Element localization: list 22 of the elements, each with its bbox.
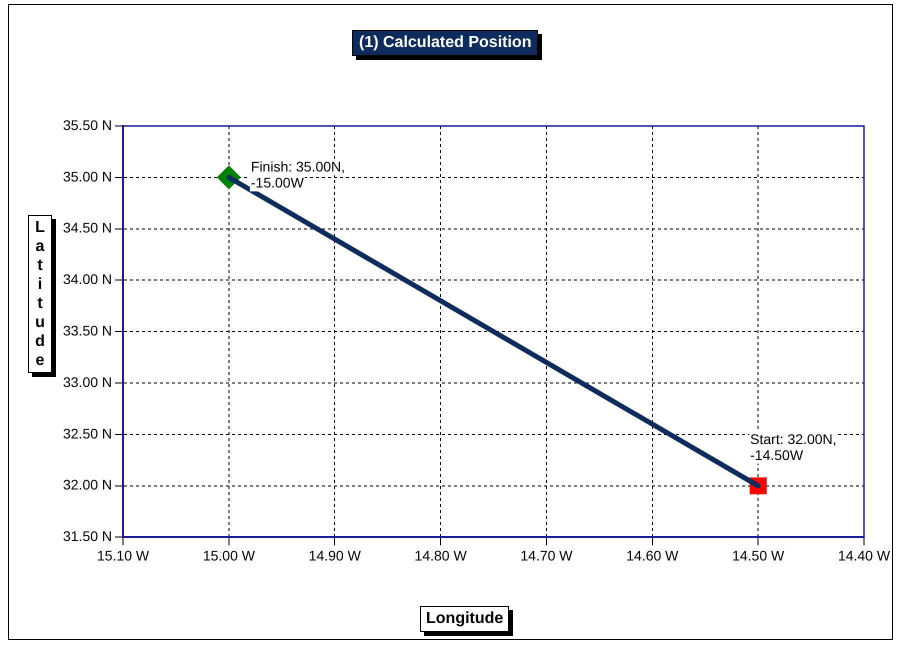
y-tick-label: 31.50 N — [62, 528, 112, 544]
y-tick-label: 34.00 N — [62, 271, 112, 288]
x-tick-label: 14.60 W — [626, 547, 680, 564]
y-tick-label: 32.00 N — [62, 476, 112, 493]
x-tick-label: 14.90 W — [308, 547, 362, 564]
x-tick-label: 14.80 W — [414, 547, 468, 564]
y-tick-label: 33.00 N — [62, 374, 112, 390]
chart-title: (1) Calculated Position — [352, 30, 538, 56]
x-tick-label: 14.40 W — [838, 547, 891, 564]
x-tick-label: 15.00 W — [202, 547, 256, 564]
x-tick-label: 14.70 W — [520, 547, 574, 564]
y-tick-label: 33.50 N — [62, 322, 112, 338]
x-tick-label: 15.10 W — [96, 547, 150, 564]
y-tick-label: 32.50 N — [62, 425, 112, 442]
y-tick-label: 34.50 N — [62, 220, 112, 236]
y-tick-label: 35.00 N — [62, 168, 112, 184]
x-tick-label: 14.50 W — [732, 547, 785, 564]
x-axis-title: Longitude — [420, 606, 510, 632]
y-tick-label: 35.50 N — [62, 116, 112, 133]
annotation: Finish: 35.00N, -15.00W — [250, 158, 346, 190]
annotation: Start: 32.00N, -14.50W — [750, 430, 837, 463]
y-axis-title: Latitude — [28, 215, 52, 373]
